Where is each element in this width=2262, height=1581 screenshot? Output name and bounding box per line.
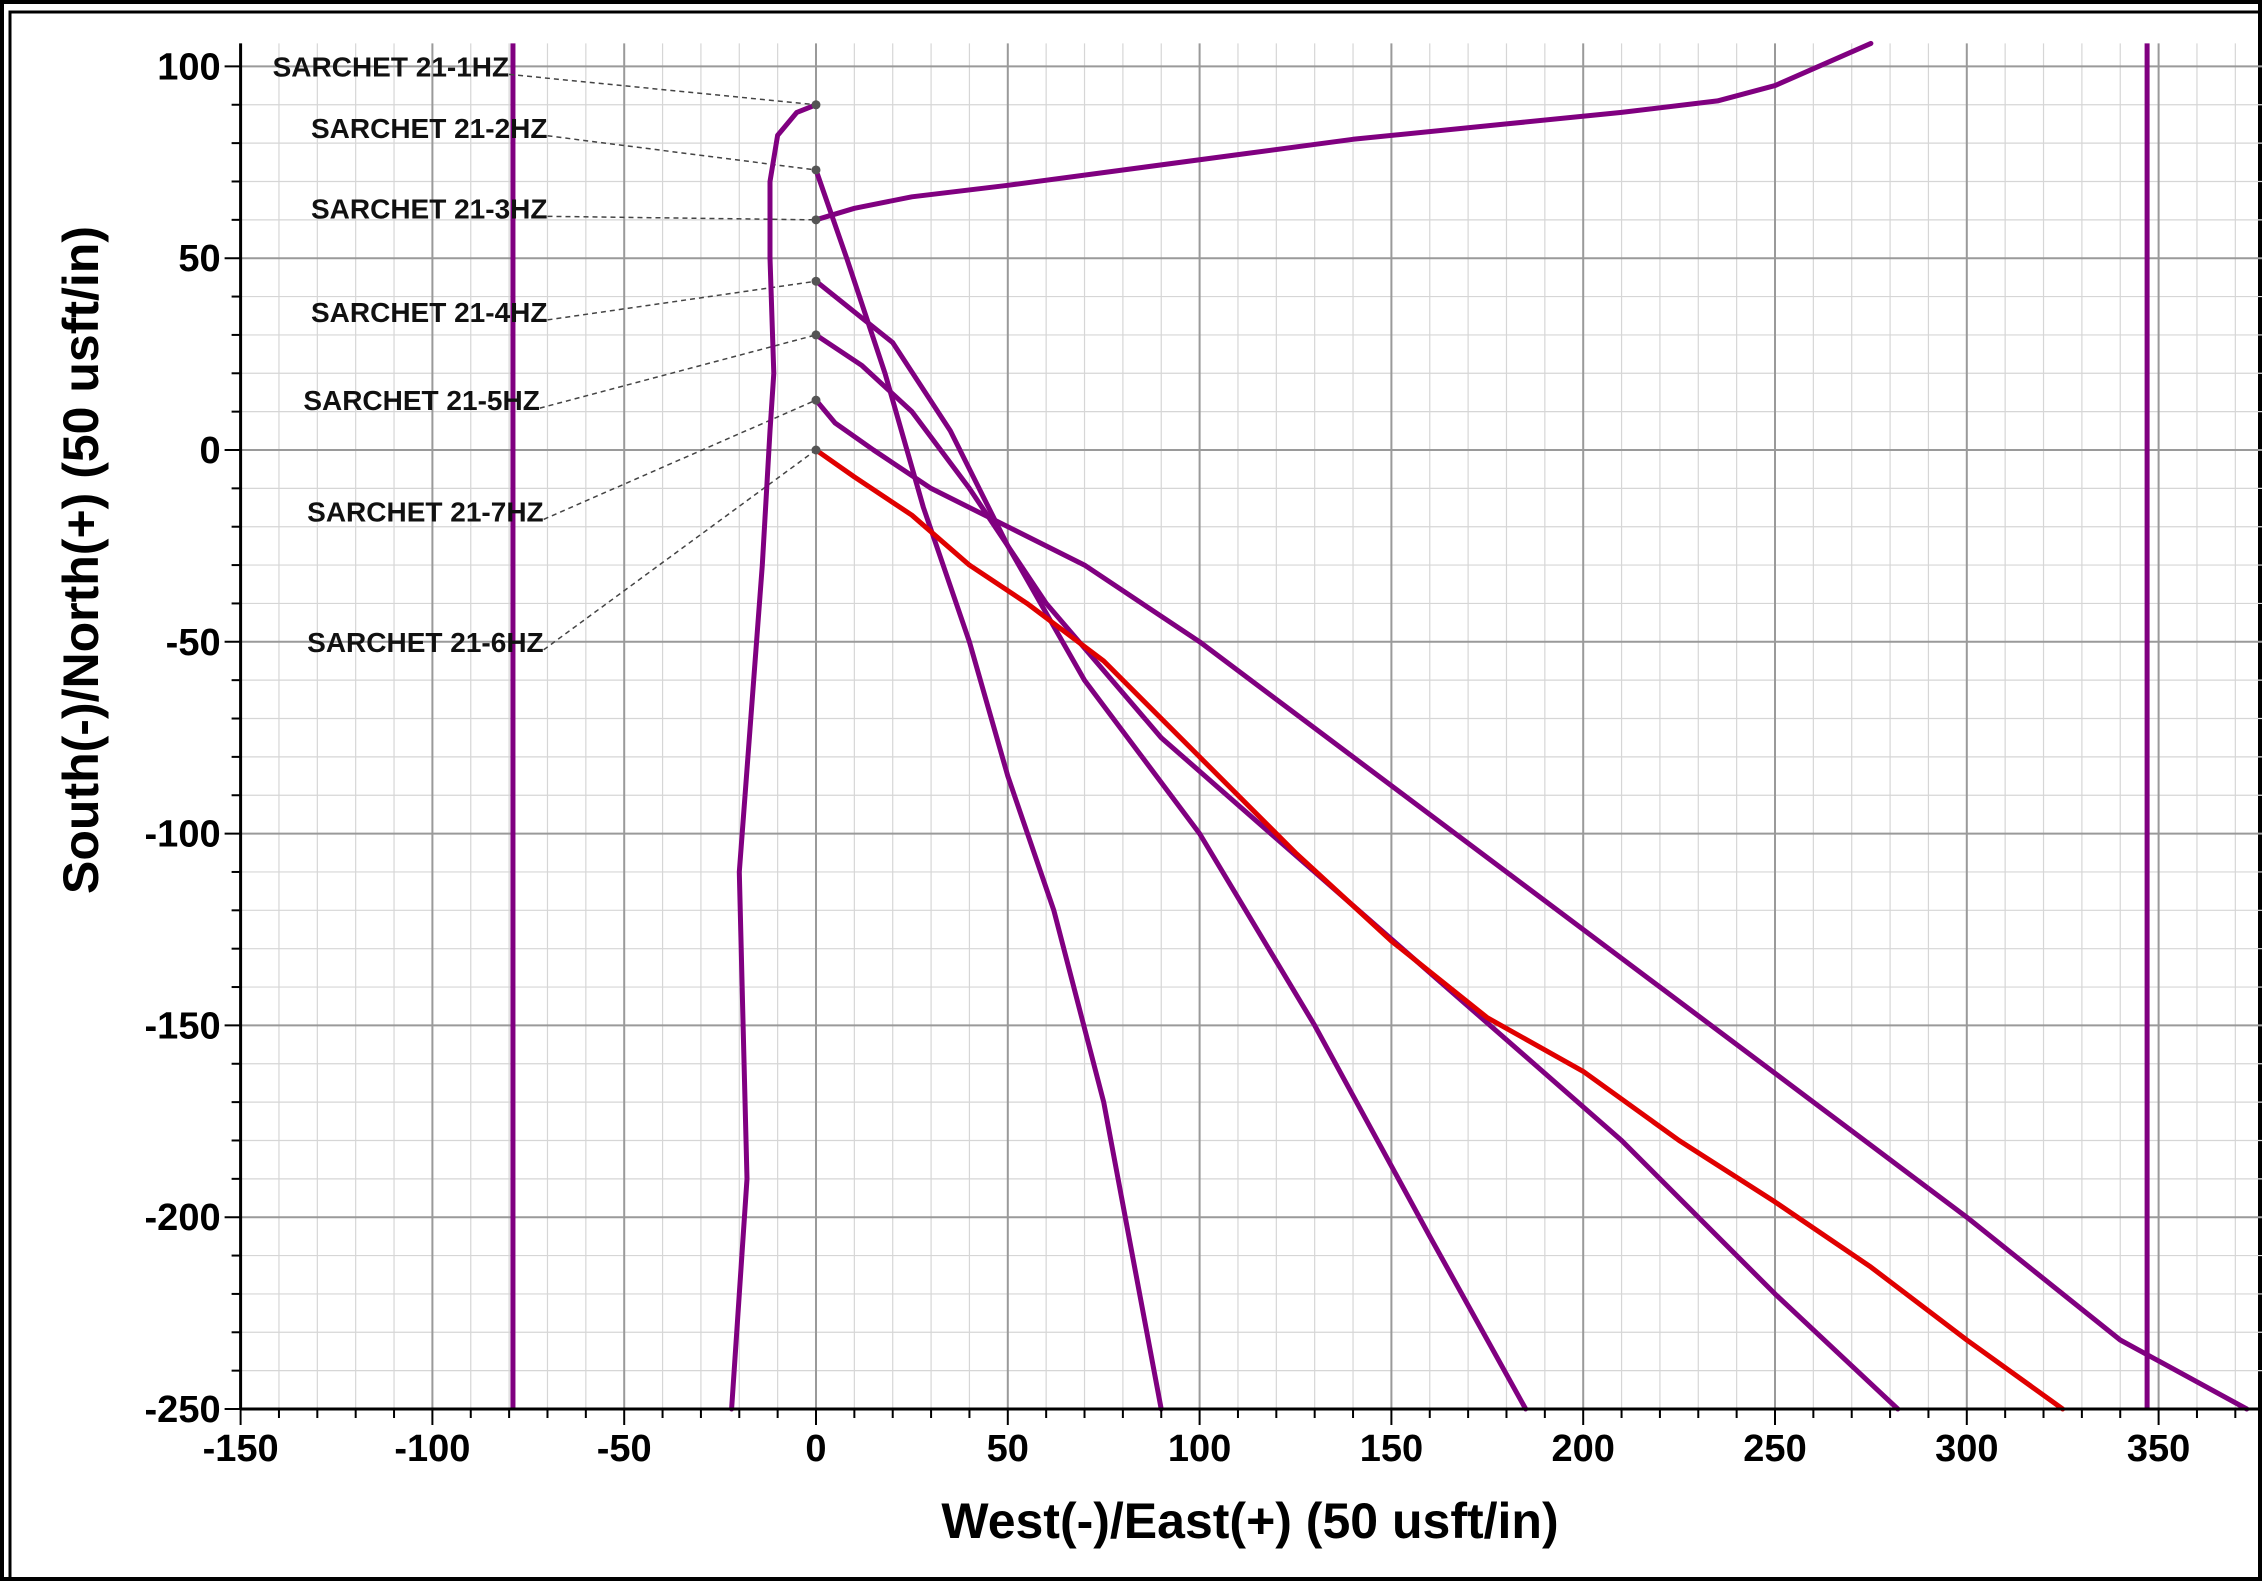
well-path-5 <box>813 332 1901 1412</box>
y-axis-title: South(-)/North(+) (50 usft/in) <box>53 226 109 894</box>
surface-location-marker <box>811 215 821 225</box>
inner-border <box>8 10 2262 1581</box>
surface-location-marker <box>811 330 821 340</box>
surface-location-marker <box>811 100 821 110</box>
surface-location-marker <box>811 165 821 175</box>
well-label: SARCHET 21-4HZ <box>311 297 547 328</box>
leader-line <box>543 449 817 651</box>
x-tick-label: -50 <box>597 1428 652 1470</box>
y-tick-label: 100 <box>157 46 220 88</box>
y-tick-label: -150 <box>145 1005 221 1047</box>
surface-location-marker <box>811 445 821 455</box>
well-path-1 <box>729 102 819 1412</box>
axes <box>224 43 2262 1425</box>
well-label: SARCHET 21-1HZ <box>273 51 509 82</box>
y-tick-label: -200 <box>145 1197 221 1239</box>
x-tick-label: 250 <box>1743 1428 1806 1470</box>
reference-lines <box>510 43 2150 1409</box>
x-tick-label: 350 <box>2127 1428 2190 1470</box>
x-tick-label: -100 <box>394 1428 470 1470</box>
well-label: SARCHET 21-3HZ <box>311 193 547 224</box>
well-path-6 <box>813 397 2250 1412</box>
x-tick-label: 100 <box>1168 1428 1231 1470</box>
x-tick-label: 200 <box>1551 1428 1614 1470</box>
well-label: SARCHET 21-6HZ <box>307 627 543 658</box>
well-path-3 <box>813 40 1874 223</box>
leader-line <box>509 73 817 106</box>
surface-location-marker <box>811 395 821 405</box>
well-path-4 <box>813 278 1529 1412</box>
well-label: SARCHET 21-5HZ <box>303 385 539 416</box>
well-label: SARCHET 21-7HZ <box>307 496 543 527</box>
x-tick-label: 300 <box>1935 1428 1998 1470</box>
y-tick-label: -50 <box>166 622 221 664</box>
well-paths <box>729 40 2250 1412</box>
x-tick-label: 0 <box>805 1428 826 1470</box>
x-axis-title: West(-)/East(+) (50 usft/in) <box>941 1493 1558 1549</box>
x-tick-label: 50 <box>987 1428 1029 1470</box>
y-tick-labels: 100 50 0 -50 -100 -150 -200 -250 <box>145 46 221 1431</box>
y-tick-label: -100 <box>145 814 221 856</box>
y-tick-label: 50 <box>178 238 220 280</box>
x-tick-label: 150 <box>1360 1428 1423 1470</box>
y-tick-label: -250 <box>145 1389 221 1431</box>
well-path-7 <box>813 447 2066 1412</box>
well-labels: SARCHET 21-1HZ SARCHET 21-2HZ SARCHET 21-3… <box>273 51 548 657</box>
well-path-2 <box>813 167 1164 1412</box>
minor-grid <box>240 43 2262 1409</box>
x-tick-labels: -150 -100 -50 0 50 100 150 200 250 300 350 <box>203 1428 2191 1470</box>
well-label: SARCHET 21-2HZ <box>311 113 547 144</box>
leader-line <box>539 334 817 409</box>
x-tick-label: -150 <box>203 1428 279 1470</box>
y-tick-label: 0 <box>199 430 220 472</box>
surface-location-marker <box>811 276 821 286</box>
